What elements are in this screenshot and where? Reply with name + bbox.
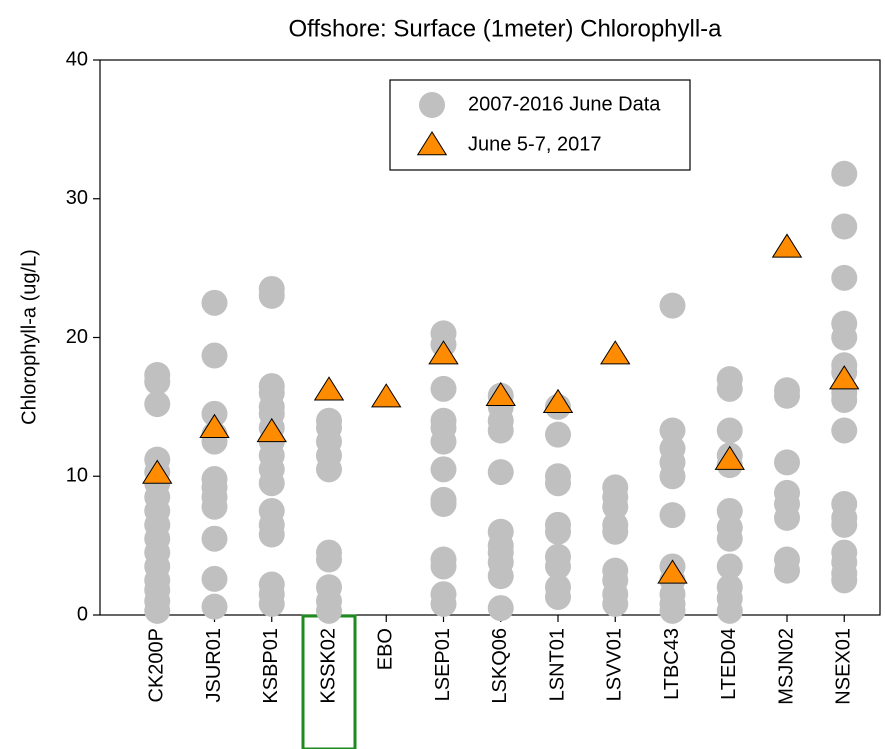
data-point <box>142 459 173 484</box>
data-point <box>258 590 285 617</box>
data-point <box>201 525 228 552</box>
x-tick-label: LTED04 <box>718 628 740 700</box>
data-point <box>602 590 629 617</box>
x-tick-label: LSEP01 <box>432 628 454 701</box>
data-point <box>428 340 459 365</box>
data-point <box>831 386 858 413</box>
data-point <box>774 504 800 531</box>
data-point <box>774 449 800 476</box>
x-tick-label: KSSK02 <box>317 628 339 704</box>
x-tick-label: JSUR01 <box>203 628 225 702</box>
x-tick-label: NSEX01 <box>833 628 855 705</box>
data-point <box>829 365 860 390</box>
y-tick-label: 30 <box>66 187 88 209</box>
data-point <box>602 518 629 545</box>
data-point <box>716 525 743 552</box>
data-point <box>256 417 287 443</box>
data-point <box>258 470 285 497</box>
data-point <box>545 553 571 580</box>
x-tick-label: LSNT01 <box>546 628 568 701</box>
data-point <box>144 368 171 395</box>
data-point <box>258 282 285 309</box>
data-point <box>258 521 285 548</box>
data-point <box>201 493 228 520</box>
data-point <box>545 583 571 610</box>
data-point <box>657 559 688 584</box>
x-tick-label: CK200P <box>146 628 168 703</box>
data-point <box>831 417 858 444</box>
data-point <box>487 459 514 486</box>
y-tick-label: 10 <box>66 465 88 487</box>
legend-label: 2007-2016 June Data <box>468 93 661 115</box>
data-point <box>831 567 858 594</box>
data-point <box>201 593 228 620</box>
data-point <box>831 160 858 187</box>
data-point <box>659 597 686 624</box>
data-point <box>716 597 743 624</box>
data-point <box>545 470 571 497</box>
legend-marker <box>419 92 445 118</box>
data-point <box>831 511 858 538</box>
data-point <box>716 417 743 444</box>
data-point <box>316 546 342 573</box>
y-tick-label: 0 <box>77 603 88 625</box>
x-tick-label: LSKQ06 <box>489 628 511 704</box>
data-point <box>430 456 457 483</box>
data-point <box>545 518 571 545</box>
data-point <box>545 421 571 448</box>
data-point <box>831 264 858 291</box>
data-point <box>831 324 858 351</box>
data-point <box>430 553 457 580</box>
data-point <box>201 289 228 316</box>
x-tick-label: LTBC43 <box>661 628 683 700</box>
data-point <box>542 388 574 413</box>
data-point <box>659 292 686 319</box>
data-point <box>487 563 514 590</box>
x-tick-label: EBO <box>375 628 397 670</box>
legend-label: June 5-7, 2017 <box>468 133 601 155</box>
data-point <box>831 213 858 240</box>
data-point <box>716 553 743 580</box>
data-point <box>201 342 228 369</box>
data-point <box>430 428 457 455</box>
data-point <box>430 375 457 402</box>
data-point <box>201 565 228 592</box>
data-point <box>485 381 516 407</box>
data-point <box>313 376 345 401</box>
x-tick-label: KSBP01 <box>260 628 282 704</box>
y-tick-label: 40 <box>66 48 88 70</box>
data-point <box>602 493 629 520</box>
data-point <box>659 502 686 529</box>
data-point <box>659 463 686 490</box>
y-axis-label: Chlorophyll-a (ug/L) <box>18 249 40 425</box>
data-point <box>714 445 745 470</box>
data-point <box>487 595 514 622</box>
data-point <box>316 597 342 624</box>
data-point <box>600 340 631 365</box>
data-point <box>659 417 686 444</box>
data-point <box>716 375 743 402</box>
data-point <box>144 597 171 624</box>
data-point <box>771 233 803 258</box>
chart-title: Offshore: Surface (1meter) Chlorophyll-a <box>288 15 722 42</box>
data-point <box>371 383 402 408</box>
x-tick-label: LSVV01 <box>604 628 626 701</box>
data-point <box>430 491 457 517</box>
legend-marker <box>416 131 448 156</box>
data-point <box>144 391 171 418</box>
data-point <box>774 557 800 584</box>
data-point <box>774 382 800 409</box>
data-point <box>199 413 230 438</box>
data-point <box>316 456 342 483</box>
y-tick-label: 20 <box>66 326 88 348</box>
data-point <box>430 590 457 617</box>
data-point <box>487 417 514 444</box>
x-tick-label: MSJN02 <box>775 628 797 705</box>
